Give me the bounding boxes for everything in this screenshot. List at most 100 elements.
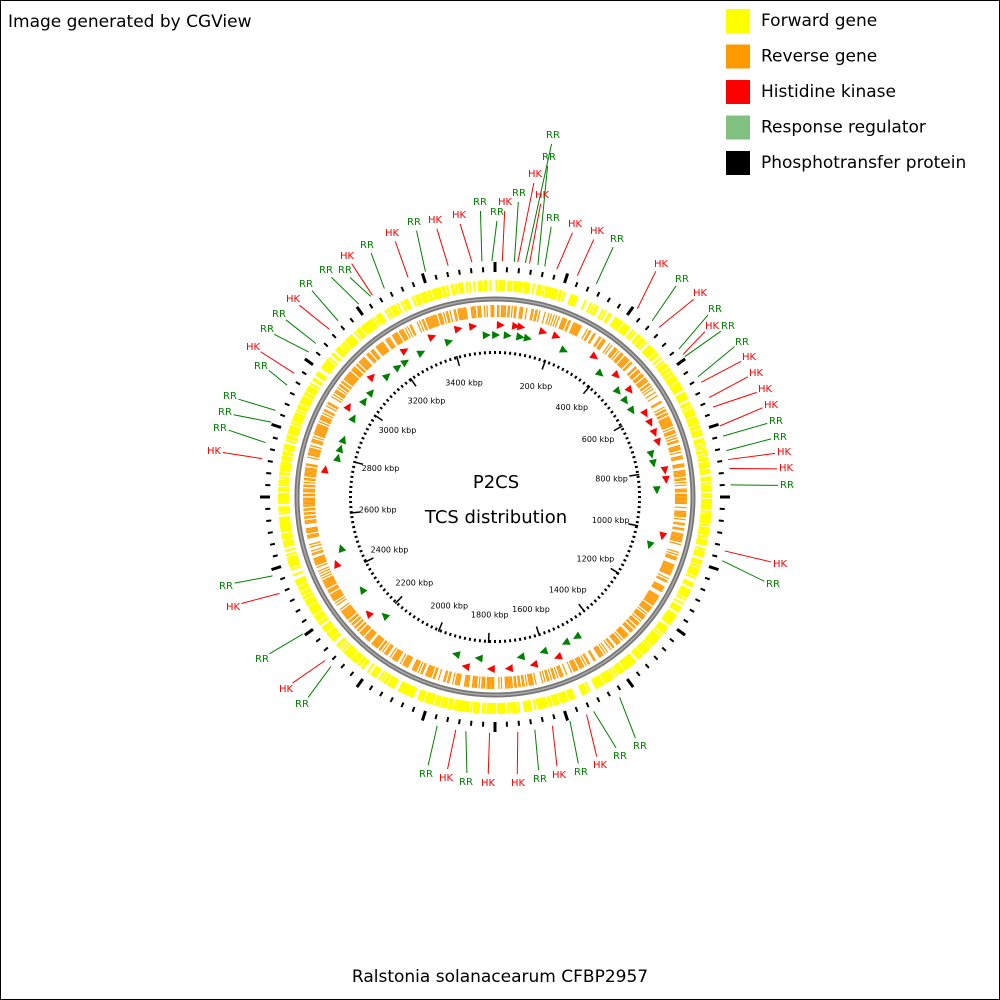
forward-gene [416, 293, 423, 305]
forward-gene [376, 314, 385, 325]
feature-label: RR [473, 197, 487, 208]
forward-gene [699, 516, 712, 520]
reverse-gene [361, 358, 371, 368]
forward-gene [699, 518, 711, 523]
forward-gene [679, 400, 691, 408]
ruler-dot [582, 381, 586, 385]
reverse-gene [374, 636, 383, 648]
reverse-gene [383, 643, 392, 655]
forward-gene [422, 291, 429, 303]
forward-gene [281, 458, 293, 463]
forward-gene [662, 614, 673, 623]
reverse-gene [392, 649, 401, 661]
ruler-dot [561, 622, 565, 627]
feature-label: HK [511, 778, 526, 789]
feature-marker [392, 364, 402, 373]
reverse-gene [366, 353, 376, 364]
forward-gene [428, 693, 434, 705]
forward-gene [302, 592, 314, 600]
legend-swatch [726, 151, 750, 175]
forward-gene [680, 402, 692, 409]
forward-gene [699, 471, 711, 476]
outer-tick [279, 576, 286, 581]
forward-gene [355, 329, 365, 339]
feature-label: RR [512, 188, 526, 199]
forward-gene [686, 417, 698, 424]
reverse-gene [344, 376, 356, 385]
ruler-dot [408, 612, 412, 616]
reverse-gene [607, 346, 616, 358]
reverse-gene [670, 535, 683, 539]
ruler-dot [448, 632, 452, 637]
reverse-gene [357, 622, 367, 632]
reverse-gene [659, 419, 672, 426]
reverse-gene [519, 306, 523, 319]
reverse-gene [571, 323, 578, 335]
reverse-gene [451, 672, 456, 685]
forward-gene [700, 476, 712, 480]
reverse-gene [345, 610, 356, 619]
ruler-dot [370, 571, 375, 576]
reverse-gene [305, 463, 318, 467]
reverse-gene [320, 415, 332, 423]
ruler-dot [633, 530, 637, 534]
ruler-dot [552, 363, 556, 367]
feature-leader [684, 330, 722, 358]
reverse-gene [433, 667, 439, 680]
reverse-gene [481, 676, 484, 689]
reverse-gene [428, 665, 435, 678]
reverse-gene [334, 390, 346, 398]
forward-gene [321, 620, 332, 630]
feature-leader [487, 732, 491, 775]
ruler-dot [404, 609, 408, 613]
forward-gene [663, 613, 674, 622]
outer-tick [669, 637, 675, 643]
feature-marker [366, 373, 375, 383]
reverse-gene [508, 305, 511, 318]
forward-gene [657, 363, 668, 373]
feature-leader [307, 666, 332, 698]
reverse-gene [616, 355, 626, 366]
reverse-gene [478, 676, 481, 689]
outer-tick [355, 678, 364, 689]
forward-gene [315, 373, 326, 382]
reverse-gene [634, 375, 645, 384]
ruler-dot [547, 361, 551, 365]
feature-marker [561, 637, 571, 645]
reverse-gene [317, 423, 329, 429]
ruler-dot [630, 450, 635, 454]
forward-gene [696, 538, 708, 544]
forward-gene [642, 639, 652, 649]
ruler-tick [353, 461, 364, 465]
feature-marker [659, 531, 668, 541]
feature-label: RR [633, 741, 647, 752]
forward-gene [457, 282, 462, 295]
ruler-dot [607, 584, 611, 588]
forward-gene [644, 347, 654, 357]
reverse-gene [358, 361, 368, 371]
forward-gene [547, 287, 553, 299]
forward-gene [398, 681, 406, 693]
forward-gene [474, 702, 478, 714]
feature-marker [358, 397, 367, 407]
feature-marker [359, 586, 368, 596]
forward-gene [696, 453, 709, 459]
reverse-gene [504, 305, 507, 318]
forward-gene [282, 538, 294, 544]
outer-tick [269, 542, 276, 546]
forward-gene [618, 660, 628, 671]
forward-gene [478, 280, 482, 292]
reverse-gene [309, 543, 322, 548]
feature-label: RR [708, 304, 722, 315]
outer-tick [616, 685, 622, 691]
forward-gene [294, 411, 306, 419]
ruler-dot [597, 595, 601, 600]
forward-gene [697, 530, 710, 535]
outer-tick [458, 719, 461, 725]
forward-gene [593, 676, 601, 688]
reverse-gene [342, 606, 353, 615]
reverse-gene [404, 327, 412, 339]
outer-tick [700, 402, 706, 407]
reverse-gene [416, 321, 423, 333]
